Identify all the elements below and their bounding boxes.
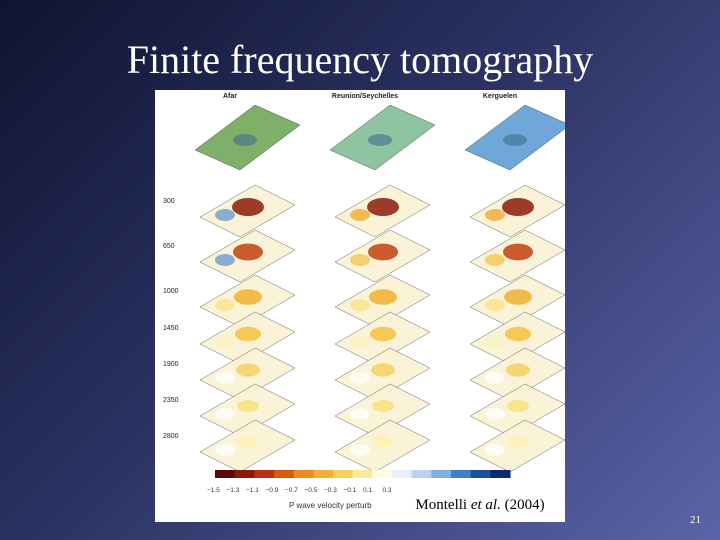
colorbar-segment — [293, 470, 314, 478]
anomaly — [237, 400, 259, 412]
anomaly — [234, 289, 262, 305]
anomaly — [232, 198, 264, 216]
anomaly — [372, 400, 394, 412]
anomaly — [485, 444, 505, 456]
colorbar-tick-label: −0.7 — [285, 487, 298, 494]
figure: Afar Reunion/Seychelles Kerguelen 300 650 100… — [155, 90, 565, 522]
anomaly — [485, 372, 505, 384]
colorbar-segment — [234, 470, 255, 478]
depth-label: 650 — [163, 243, 175, 250]
anomaly — [350, 254, 370, 266]
anomaly — [504, 289, 532, 305]
anomaly — [350, 209, 370, 221]
colorbar-label: P wave velocity perturb — [289, 501, 372, 510]
colorbar-segment — [313, 470, 334, 478]
depth-label: 1900 — [163, 361, 179, 368]
colorbar-segment — [411, 470, 432, 478]
colorbar-segment — [333, 470, 354, 478]
anomaly — [350, 372, 370, 384]
colorbar-segment — [372, 470, 393, 478]
colorbar-segment — [215, 470, 236, 478]
anomaly — [238, 436, 258, 448]
colorbar-segment — [490, 470, 511, 478]
anomaly — [485, 336, 505, 348]
colorbar-segment — [274, 470, 295, 478]
slide-title: Finite frequency tomography — [126, 37, 594, 82]
colorbar-segment — [451, 470, 472, 478]
anomaly — [505, 326, 531, 342]
anomaly — [350, 299, 370, 311]
anomaly — [233, 243, 263, 261]
colorbar-tick-label: 0.1 — [363, 487, 372, 494]
anomaly — [236, 363, 260, 377]
anomaly — [215, 372, 235, 384]
anomaly — [506, 363, 530, 377]
map-feature — [503, 134, 527, 146]
colorbar-segment — [352, 470, 373, 478]
anomaly — [367, 198, 399, 216]
depth-label: 1000 — [163, 288, 179, 295]
colorbar-tick-label: −1.3 — [227, 487, 240, 494]
colorbar-tick-label: 0.3 — [383, 487, 392, 494]
anomaly — [350, 336, 370, 348]
colorbar-tick-label: −0.1 — [344, 487, 357, 494]
slide-number: 21 — [690, 514, 701, 526]
anomaly — [485, 408, 505, 420]
column-title: Reunion/Seychelles — [332, 93, 398, 100]
colorbar-tick-label: −0.9 — [266, 487, 279, 494]
anomaly — [235, 326, 261, 342]
anomaly — [215, 408, 235, 420]
colorbar-segment — [254, 470, 275, 478]
anomaly — [485, 299, 505, 311]
depth-label: 1450 — [163, 325, 179, 332]
anomaly — [215, 209, 235, 221]
colorbar-tick-label: −0.3 — [324, 487, 337, 494]
anomaly — [350, 444, 370, 456]
anomaly — [215, 336, 235, 348]
anomaly — [368, 243, 398, 261]
anomaly — [215, 444, 235, 456]
colorbar-tick-label: −0.5 — [305, 487, 318, 494]
citation-year: (2004) — [504, 497, 545, 513]
anomaly — [485, 209, 505, 221]
colorbar-segment — [470, 470, 491, 478]
map-feature — [233, 134, 257, 146]
citation-etal: et al. — [470, 497, 501, 513]
colorbar-tick-label: −1.5 — [207, 487, 220, 494]
map-feature — [368, 134, 392, 146]
anomaly — [508, 436, 528, 448]
anomaly — [215, 254, 235, 266]
anomaly — [369, 289, 397, 305]
anomaly — [215, 299, 235, 311]
column-title: Afar — [223, 93, 237, 100]
anomaly — [370, 326, 396, 342]
citation: Montelli et al. (2004) — [400, 492, 560, 518]
anomaly — [503, 243, 533, 261]
colorbar-tick-label: −1.1 — [246, 487, 259, 494]
colorbar-segment — [431, 470, 452, 478]
depth-label: 2350 — [163, 397, 179, 404]
anomaly — [507, 400, 529, 412]
colorbar-segment — [392, 470, 413, 478]
anomaly — [485, 254, 505, 266]
depth-label: 2800 — [163, 433, 179, 440]
anomaly — [350, 408, 370, 420]
anomaly — [371, 363, 395, 377]
citation-authors: Montelli — [415, 497, 468, 513]
anomaly — [373, 436, 393, 448]
column-title: Kerguelen — [483, 93, 517, 100]
depth-label: 300 — [163, 198, 175, 205]
anomaly — [502, 198, 534, 216]
